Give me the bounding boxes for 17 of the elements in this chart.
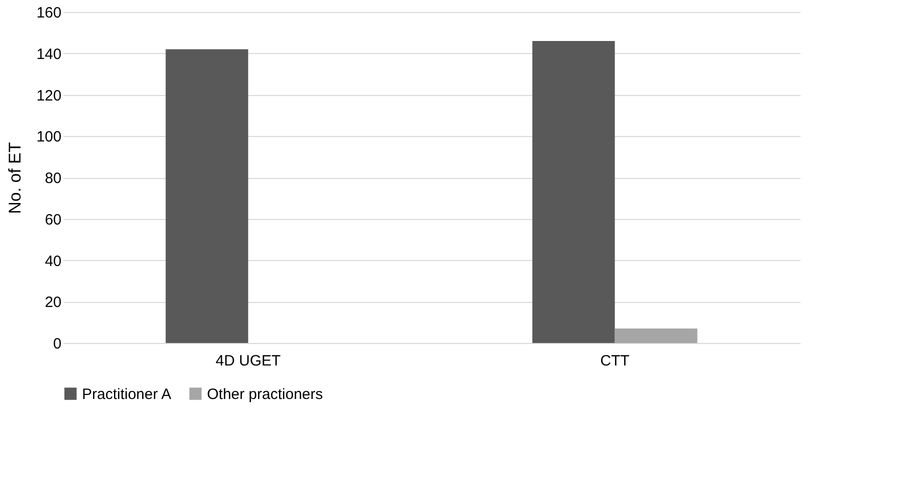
y-tick-label: 120 xyxy=(36,87,62,104)
y-tick-label: 40 xyxy=(44,252,62,270)
y-tick-label: 100 xyxy=(36,128,62,146)
bar xyxy=(614,328,698,343)
y-tick-label: 60 xyxy=(44,211,62,228)
y-tick-label: 140 xyxy=(36,46,62,63)
legend-label: Practitioner A xyxy=(82,386,172,403)
x-tick-label: 4D UGET xyxy=(216,352,281,370)
bar xyxy=(166,49,248,343)
x-tick-label: CTT xyxy=(600,352,630,370)
y-axis-title: No. of ET xyxy=(5,142,24,214)
bar xyxy=(532,40,615,343)
legend-label: Other practioners xyxy=(207,386,323,403)
y-tick-label: 160 xyxy=(36,4,62,22)
y-tick-label: 80 xyxy=(44,170,62,187)
y-tick-label: 20 xyxy=(44,294,62,312)
y-tick-label: 0 xyxy=(53,336,62,352)
